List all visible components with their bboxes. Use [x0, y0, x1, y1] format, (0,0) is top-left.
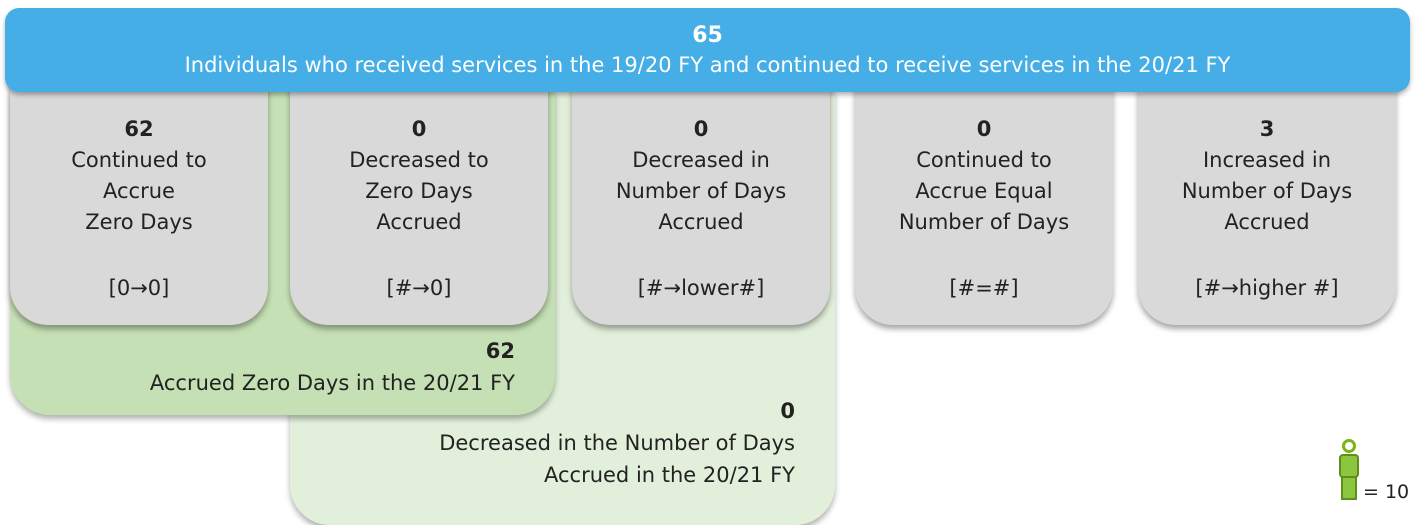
box-value: 62 [124, 117, 154, 141]
box-label: Accrue Equal [915, 179, 1053, 203]
box-notation: [#→higher #] [1195, 276, 1339, 300]
box-notation: [#=#] [949, 276, 1019, 300]
box-label: Zero Days [85, 210, 193, 234]
header-label: Individuals who received services in the… [184, 53, 1231, 77]
group-value: 0 [780, 399, 795, 423]
box-label: Continued to [71, 148, 207, 172]
box-label: Accrued [658, 210, 744, 234]
category-box: 62 Continued to Accrue Zero Days [0→0] [10, 80, 268, 325]
box-label: Number of Days [1181, 179, 1353, 203]
box-label: Decreased in [632, 148, 770, 172]
header-banner: 65 Individuals who received services in … [5, 8, 1410, 92]
legend-icon: = 10 [1339, 439, 1409, 503]
group-value: 62 [485, 339, 515, 363]
box-notation: [0→0] [108, 276, 170, 300]
category-box: 0 Decreased in Number of Days Accrued [#→low… [572, 80, 830, 325]
box-label: Accrued [376, 210, 462, 234]
header-value: 65 [692, 23, 723, 48]
group-text: 62 Accrued Zero Days in the 20/21 FY [150, 335, 515, 399]
box-label: Increased in [1202, 148, 1332, 172]
category-box: 0 Decreased to Zero Days Accrued [#→0] [290, 80, 548, 325]
legend-label: = 10 [1363, 481, 1409, 503]
icon-head [1342, 439, 1356, 453]
box-value: 0 [693, 117, 709, 141]
category-box: 0 Continued to Accrue Equal Number of Days [… [855, 80, 1113, 325]
icon-body [1339, 454, 1359, 478]
box-label: Number of Days [615, 179, 787, 203]
group-text: 0 Decreased in the Number of Days Accrued … [439, 395, 795, 491]
box-value: 0 [411, 117, 427, 141]
box-label: Number of Days [898, 210, 1070, 234]
group-label: Accrued Zero Days in the 20/21 FY [149, 371, 515, 395]
group-label: Decreased in the Number of Days [439, 431, 795, 455]
box-label: Accrued [1224, 210, 1310, 234]
box-notation: [#→lower#] [637, 276, 765, 300]
box-label: Decreased to [349, 148, 489, 172]
box-value: 3 [1259, 117, 1275, 141]
box-label: Accrue [103, 179, 175, 203]
group-label: Accrued in the 20/21 FY [543, 463, 795, 487]
category-box: 3 Increased in Number of Days Accrued [#→hig… [1138, 80, 1396, 325]
box-value: 0 [976, 117, 992, 141]
box-label: Continued to [916, 148, 1052, 172]
icon-legs [1341, 476, 1357, 500]
box-notation: [#→0] [386, 276, 452, 300]
box-label: Zero Days [365, 179, 473, 203]
